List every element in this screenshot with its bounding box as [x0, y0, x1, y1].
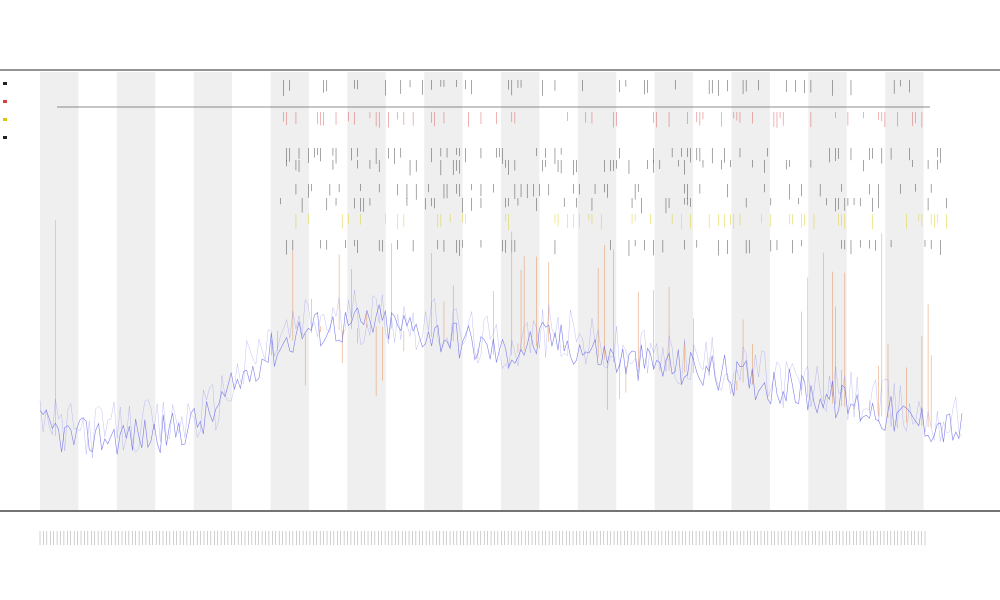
band-2	[193, 72, 233, 510]
legend-swatch-1	[3, 100, 7, 103]
band-10	[808, 72, 847, 510]
band-11	[885, 72, 924, 510]
band-6	[501, 72, 540, 510]
band-5	[424, 72, 463, 510]
track-row-0	[283, 80, 910, 96]
band-7	[577, 72, 617, 510]
spike-series	[55, 220, 932, 436]
baseline-series	[39, 290, 963, 458]
x-tick-labels	[39, 531, 926, 545]
band-3	[270, 72, 309, 510]
track-row-6	[295, 214, 947, 230]
band-4	[347, 72, 386, 510]
legend	[3, 82, 7, 139]
track-row-5	[280, 198, 947, 214]
track-row-4	[295, 184, 932, 200]
band-0	[40, 72, 79, 510]
track-row-2	[286, 148, 941, 164]
shaded-bands	[40, 72, 924, 510]
legend-swatch-2	[3, 118, 7, 121]
band-8	[654, 72, 694, 510]
track-row-7	[286, 240, 941, 256]
band-9	[731, 72, 770, 510]
legend-swatch-3	[3, 136, 7, 139]
event-tracks	[280, 80, 947, 256]
band-1	[116, 72, 156, 510]
track-row-3	[286, 160, 938, 176]
track-row-1	[283, 112, 923, 128]
baseline-line-2	[39, 290, 963, 458]
legend-swatch-0	[3, 82, 7, 85]
baseline-line	[39, 304, 963, 455]
